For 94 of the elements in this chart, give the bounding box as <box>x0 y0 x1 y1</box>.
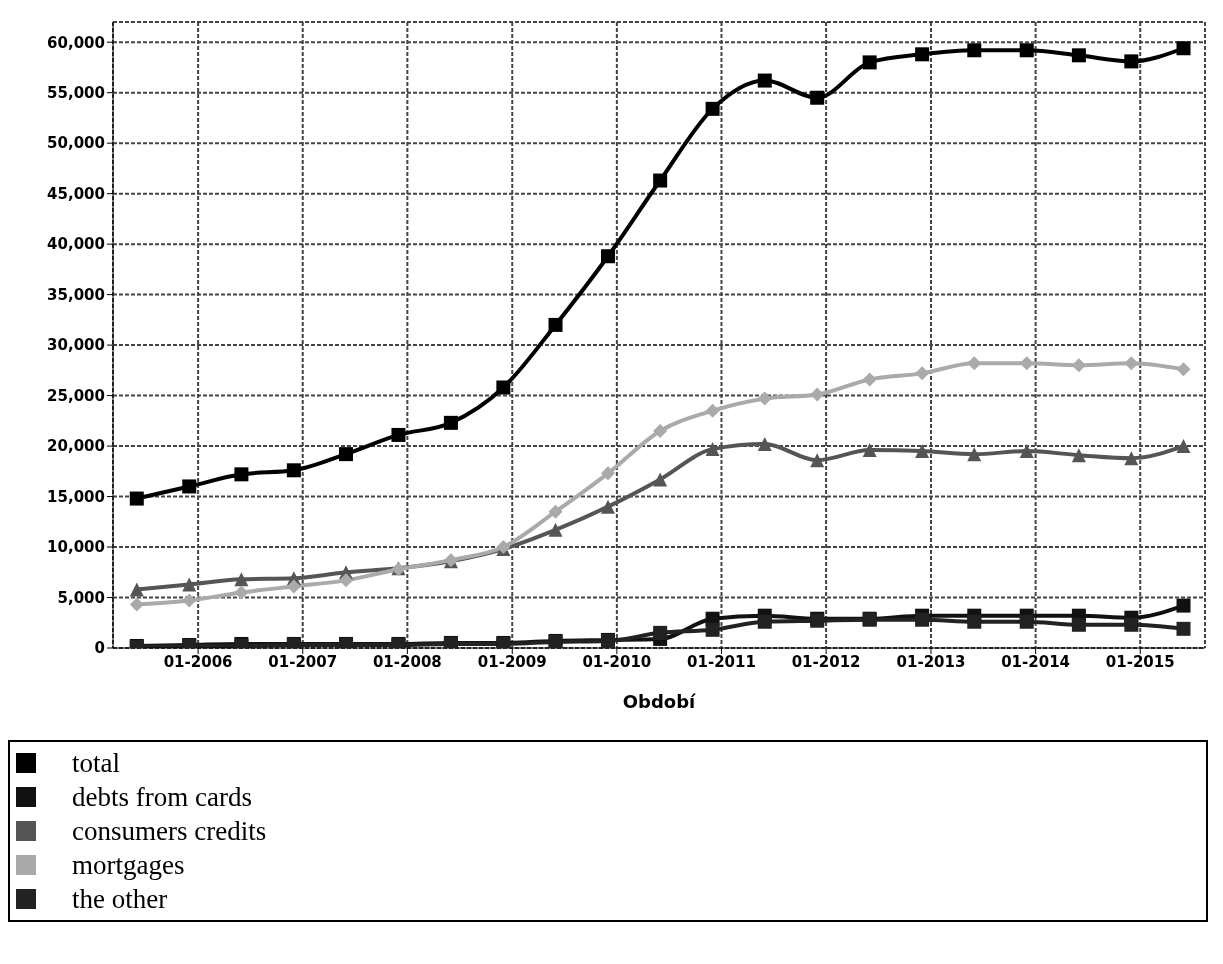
y-tick-label: 15,000 <box>47 487 105 506</box>
point <box>757 437 772 452</box>
point <box>548 504 563 519</box>
point <box>862 55 877 70</box>
x-tick-label: 01-2011 <box>687 652 756 671</box>
x-tick-label: 01-2015 <box>1105 652 1175 671</box>
point <box>705 622 720 637</box>
point <box>1071 617 1086 632</box>
point <box>182 593 197 608</box>
point <box>1019 444 1034 459</box>
point <box>967 614 982 629</box>
x-tick-label: 01-2007 <box>268 652 338 671</box>
point <box>810 387 825 402</box>
legend-label: debts from cards <box>72 781 252 813</box>
point <box>1019 356 1034 371</box>
y-tick-label: 55,000 <box>47 84 105 102</box>
point <box>653 173 668 188</box>
point <box>286 463 301 478</box>
y-tick-label: 0 <box>94 639 105 658</box>
point <box>129 597 144 612</box>
point <box>129 582 144 597</box>
point <box>810 90 825 105</box>
y-tick-label: 45,000 <box>47 184 105 203</box>
point <box>234 572 249 587</box>
point <box>653 423 668 438</box>
point <box>967 43 982 58</box>
x-tick-label: 01-2010 <box>582 652 652 671</box>
point <box>1071 448 1086 463</box>
point <box>548 317 563 332</box>
point <box>915 444 930 459</box>
point <box>757 614 772 629</box>
point <box>443 415 458 430</box>
x-tick-label: 01-2014 <box>1001 652 1071 671</box>
y-tick-label: 30,000 <box>47 336 105 355</box>
point <box>1124 451 1139 466</box>
y-tick-label: 35,000 <box>47 285 105 304</box>
point <box>182 577 197 592</box>
point <box>705 403 720 418</box>
point <box>1071 358 1086 373</box>
x-tick-label: 01-2013 <box>896 652 966 671</box>
legend-label: consumers credits <box>72 815 267 847</box>
point <box>339 573 354 588</box>
x-tick-label: 01-2008 <box>372 652 442 671</box>
point <box>1176 598 1191 613</box>
point <box>653 472 668 487</box>
point <box>286 579 301 594</box>
point <box>705 101 720 116</box>
point <box>1124 356 1139 371</box>
point <box>967 356 982 371</box>
point <box>653 625 668 640</box>
point <box>496 380 511 395</box>
legend-label: the other <box>72 883 168 915</box>
legend-label: mortgages <box>72 849 185 881</box>
point <box>548 522 563 537</box>
x-axis-title: Období <box>622 691 697 712</box>
point <box>1019 614 1034 629</box>
point <box>1071 48 1086 63</box>
point <box>915 366 930 381</box>
point <box>234 585 249 600</box>
y-tick-label: 10,000 <box>47 538 105 557</box>
x-tick-label: 01-2012 <box>791 652 861 671</box>
point <box>1176 439 1191 454</box>
y-tick-label: 40,000 <box>47 235 105 254</box>
point <box>600 466 615 481</box>
point <box>129 491 144 506</box>
y-tick-label: 20,000 <box>47 437 105 456</box>
point <box>600 499 615 514</box>
point <box>862 372 877 387</box>
point <box>705 442 720 457</box>
x-tick-label: 01-2009 <box>477 652 547 671</box>
point <box>862 443 877 458</box>
point <box>1176 621 1191 636</box>
point <box>757 73 772 88</box>
point <box>1124 54 1139 69</box>
point <box>391 427 406 442</box>
point <box>182 479 197 494</box>
point <box>1124 617 1139 632</box>
point <box>915 612 930 627</box>
point <box>915 47 930 62</box>
point <box>1176 362 1191 377</box>
point <box>1176 41 1191 56</box>
y-tick-label: 50,000 <box>47 134 105 153</box>
point <box>600 249 615 264</box>
point <box>967 447 982 462</box>
x-tick-label: 01-2006 <box>163 652 233 671</box>
y-tick-label: 60,000 <box>47 33 105 52</box>
y-tick-label: 25,000 <box>47 386 105 405</box>
point <box>339 447 354 462</box>
point <box>757 391 772 406</box>
y-tick-label: 5,000 <box>57 588 105 607</box>
point <box>810 453 825 468</box>
legend-label: total <box>72 747 120 779</box>
point <box>1019 43 1034 58</box>
point <box>234 467 249 482</box>
